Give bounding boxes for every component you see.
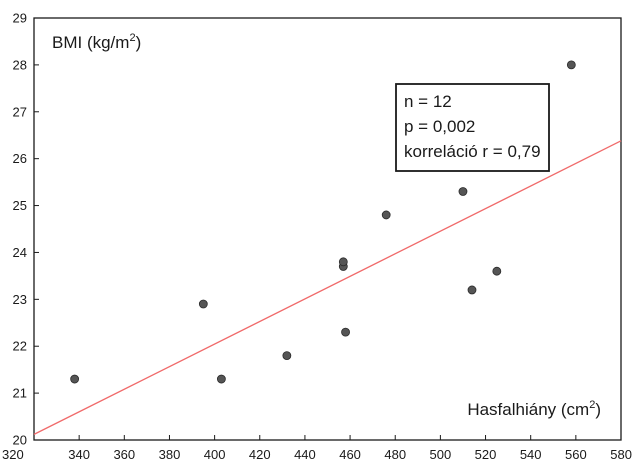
x-axis-label-sup: 2 [589,399,595,411]
data-point [492,266,502,276]
y-tick-label: 25 [13,198,27,213]
x-axis-label: Hasfalhiány (cm2) [467,399,601,419]
x-tick-label: 380 [159,447,181,462]
stats-annotation-frame [395,83,550,172]
x-tick-label: 360 [113,447,135,462]
x-tick-label: 400 [204,447,226,462]
data-point [216,374,226,384]
x-tick-label: 440 [294,447,316,462]
data-point [566,60,576,70]
x-tick-label: 500 [430,447,452,462]
y-tick-label: 21 [13,386,27,401]
data-point [70,374,80,384]
x-tick-label: 580 [610,447,632,462]
stats-annotation-r: korreláció r = 0,79 [404,142,541,161]
x-tick-label: 420 [249,447,271,462]
x-tick-label: 460 [339,447,361,462]
data-point [341,327,350,337]
stats-annotation-p: p = 0,002 [404,117,475,136]
y-tick-label: 27 [13,104,27,119]
y-tick-label: 24 [13,245,27,260]
x-tick-label: 520 [475,447,497,462]
data-point [198,299,208,309]
y-axis-label-sup: 2 [129,32,135,44]
x-tick-label: 560 [565,447,587,462]
y-axis-ticks: 20 21 22 23 24 25 26 27 28 29 [13,11,39,448]
stats-annotation-n: n = 12 [404,92,452,111]
y-tick-label: 26 [13,151,27,166]
x-tick-label: 540 [520,447,542,462]
y-tick-label: 23 [13,292,27,307]
data-point [381,210,391,220]
x-tick-label: 340 [68,447,90,462]
data-points [70,60,576,384]
y-tick-label: 29 [13,11,27,26]
plot-frame [33,17,622,441]
data-point [338,257,348,267]
data-point [467,285,477,295]
stats-annotation-box: n = 12 p = 0,002 korreláció r = 0,79 [395,83,550,172]
data-point [282,351,292,361]
y-tick-label: 22 [13,339,27,354]
x-axis-ticks: 320 340 360 380 400 420 440 460 480 500 520 540 560 5… [2,435,632,462]
y-axis-label: BMI (kg/m2) [52,32,141,52]
x-tick-label: 480 [384,447,406,462]
data-point [458,187,468,196]
y-tick-label: 20 [13,433,27,448]
y-tick-label: 28 [13,57,27,72]
trendline [33,140,622,435]
x-tick-label: 320 [2,447,24,462]
